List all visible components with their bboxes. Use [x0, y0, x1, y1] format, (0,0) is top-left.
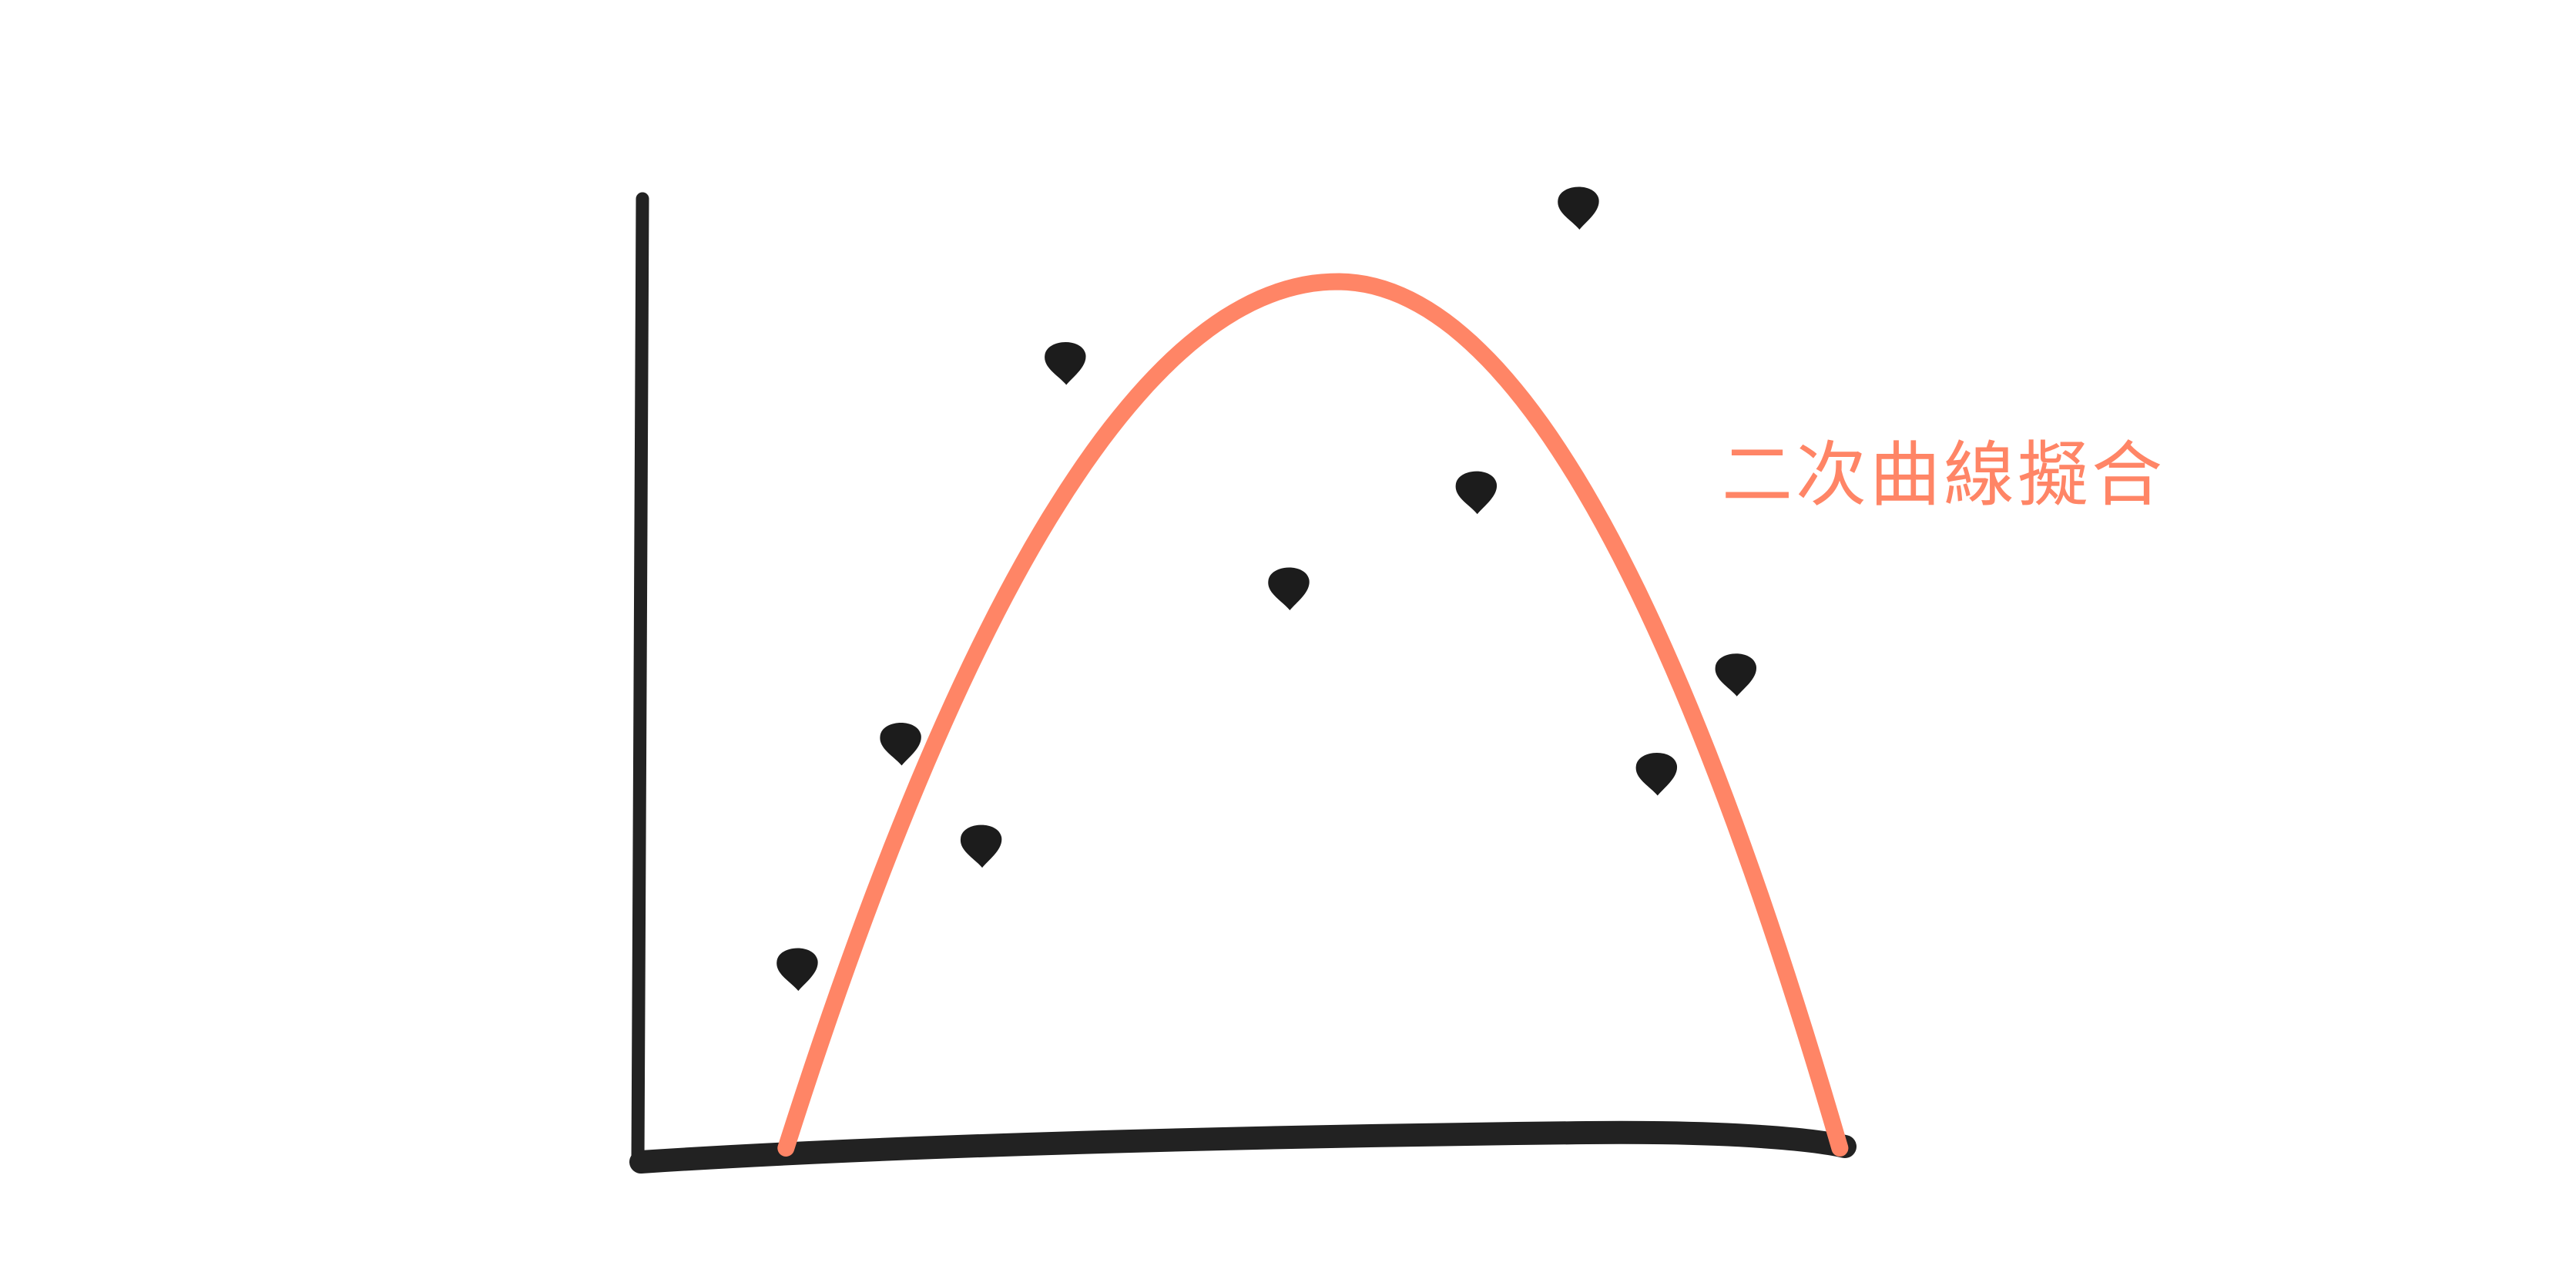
axes [638, 199, 1845, 1162]
data-point-3 [961, 825, 1001, 868]
y-axis [638, 199, 642, 1162]
data-point-6 [1456, 472, 1497, 515]
data-point-4 [1045, 342, 1085, 385]
x-axis [641, 1133, 1845, 1162]
data-point-1 [776, 948, 817, 991]
data-point-7 [1558, 186, 1598, 230]
data-point-5 [1268, 567, 1309, 610]
quadratic-fit-curve [786, 282, 1840, 1149]
data-points [776, 186, 1756, 991]
data-point-8 [1636, 753, 1677, 796]
data-point-2 [880, 723, 921, 766]
curve-label: 二次曲線擬合 [1722, 434, 2165, 516]
data-point-9 [1716, 653, 1756, 697]
